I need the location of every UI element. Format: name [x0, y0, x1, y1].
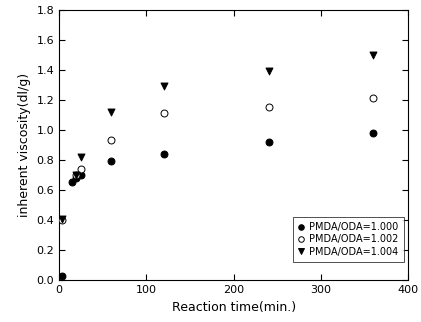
Point: [108, 159, 115, 164]
Point: [265, 105, 272, 110]
Point: [265, 69, 272, 74]
Point: [77, 166, 84, 172]
Point: [77, 154, 84, 159]
Point: [58, 217, 65, 223]
X-axis label: Reaction time(min.): Reaction time(min.): [172, 300, 296, 314]
Legend: PMDA/ODA=1.000, PMDA/ODA=1.002, PMDA/ODA=1.004: PMDA/ODA=1.000, PMDA/ODA=1.002, PMDA/ODA…: [293, 217, 403, 262]
Point: [73, 175, 80, 181]
Point: [108, 138, 115, 143]
Point: [160, 151, 167, 156]
Point: [160, 84, 167, 89]
Point: [73, 172, 80, 177]
Point: [69, 180, 75, 185]
Point: [265, 139, 272, 145]
Point: [58, 216, 65, 221]
Point: [108, 109, 115, 114]
Point: [73, 172, 80, 177]
Point: [58, 273, 65, 278]
Point: [160, 111, 167, 116]
Point: [370, 130, 377, 136]
Point: [370, 96, 377, 101]
Point: [370, 52, 377, 57]
Y-axis label: inherent viscosity(dl/g): inherent viscosity(dl/g): [18, 73, 31, 217]
Point: [77, 172, 84, 177]
